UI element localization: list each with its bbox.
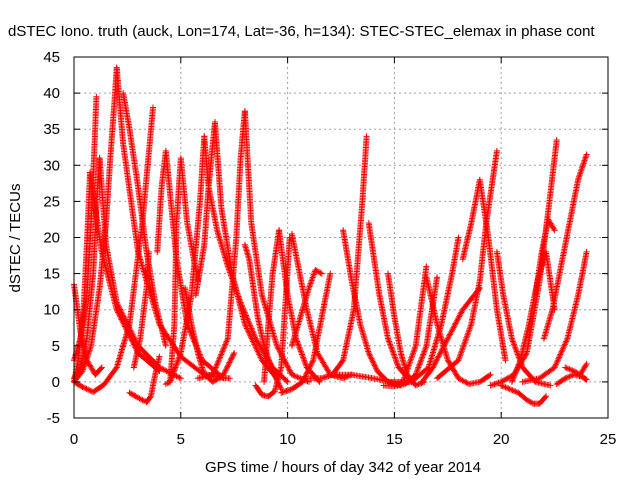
y-tick-label: 25	[43, 193, 60, 210]
data-series-46	[519, 248, 590, 385]
data-marks	[423, 274, 494, 388]
data-marks	[365, 220, 415, 385]
data-marks	[126, 353, 163, 406]
data-marks	[194, 108, 248, 382]
data-marks	[288, 267, 325, 349]
y-tick-label: 40	[43, 85, 60, 102]
y-tick-label: -5	[47, 410, 60, 427]
data-marks	[340, 227, 404, 389]
data-marks	[252, 234, 293, 400]
data-marks	[130, 248, 152, 371]
x-tick-label: 25	[600, 431, 617, 448]
data-series-19	[194, 108, 248, 382]
data-series-12	[130, 248, 152, 371]
data-marks	[113, 64, 233, 382]
y-tick-label: 20	[43, 230, 60, 247]
data-series-39	[493, 248, 554, 389]
y-tick-labels: -5 0 5 10 15 20 25 30 35 40 45	[43, 49, 60, 427]
data-series-24	[261, 227, 283, 385]
data-series-22	[241, 241, 285, 393]
data-series-47	[553, 371, 590, 388]
y-tick-label: 35	[43, 121, 60, 138]
data-marks	[562, 360, 590, 378]
data-series-30	[340, 227, 404, 389]
data-series-23	[252, 234, 293, 400]
data-marks	[241, 108, 312, 385]
data-marks	[261, 227, 283, 385]
x-tick-label: 10	[279, 431, 296, 448]
data-marks	[553, 371, 590, 388]
y-tick-label: 15	[43, 266, 60, 283]
data-series-31	[365, 220, 415, 385]
x-tick-label: 20	[493, 431, 510, 448]
data-series-48	[562, 360, 590, 378]
x-tick-label: 15	[386, 431, 403, 448]
data-series-35	[423, 274, 494, 388]
data-marks	[493, 248, 554, 389]
axis-ticks	[73, 56, 609, 419]
grid-lines	[74, 57, 608, 418]
x-tick-label: 5	[177, 431, 185, 448]
data-series-11	[126, 353, 163, 406]
data-marks	[498, 382, 550, 407]
data-series-21	[182, 285, 238, 385]
data-series-42	[498, 382, 550, 407]
y-tick-label: 45	[43, 49, 60, 66]
y-tick-label: 5	[52, 338, 60, 355]
y-tick-label: 30	[43, 157, 60, 174]
y-tick-label: 0	[52, 374, 60, 391]
data-marks	[532, 216, 558, 299]
data-marks	[182, 285, 238, 385]
data-series-37	[391, 234, 462, 388]
data-marks	[162, 155, 201, 388]
x-tick-label: 0	[70, 431, 78, 448]
data-marks	[192, 119, 218, 299]
data-marks	[419, 285, 483, 385]
x-axis-label: GPS time / hours of day 342 of year 2014	[205, 459, 481, 476]
data-marks	[459, 176, 509, 364]
data-series-layer	[71, 64, 590, 407]
data-series-14	[162, 155, 201, 388]
data-series-20	[241, 108, 312, 385]
data-marks	[241, 241, 285, 393]
data-series-28	[288, 267, 325, 349]
data-marks	[278, 270, 334, 396]
x-tick-labels: 0 5 10 15 20 25	[70, 431, 617, 448]
y-axis-label: dSTEC / TECUs	[7, 184, 24, 293]
data-series-45	[540, 151, 590, 342]
data-series-27	[278, 270, 334, 396]
data-series-36	[419, 285, 483, 385]
data-series-2	[113, 64, 233, 382]
data-series-15	[167, 133, 208, 385]
data-marks	[167, 133, 208, 385]
data-series-17	[192, 119, 218, 299]
data-series-44	[532, 216, 558, 299]
data-marks	[519, 248, 590, 385]
data-marks	[540, 151, 590, 342]
y-tick-label: 10	[43, 302, 60, 319]
data-series-40	[459, 176, 509, 364]
chart-title: dSTEC Iono. truth (auck, Lon=174, Lat=-3…	[8, 23, 595, 40]
data-marks	[391, 234, 462, 388]
